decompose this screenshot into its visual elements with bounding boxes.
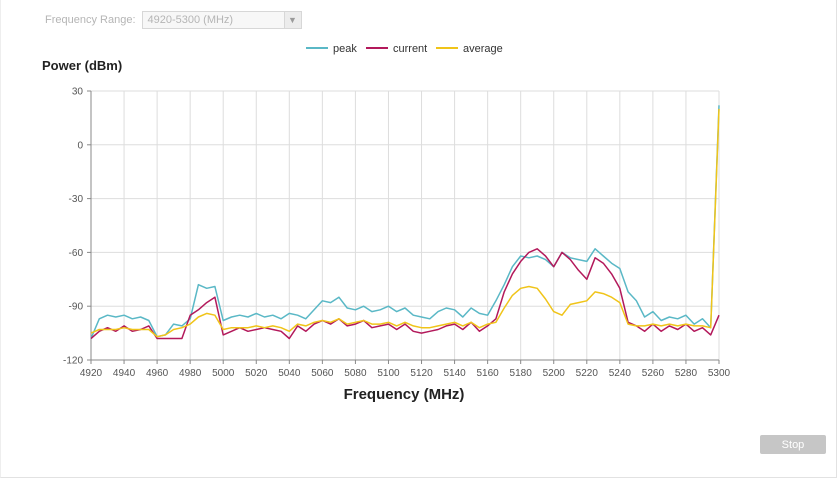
y-tick-label: -90 [69,302,84,313]
x-tick-label: 5060 [311,368,334,379]
y-tick-label: -60 [69,248,84,259]
x-tick-label: 5040 [278,368,301,379]
x-tick-label: 5260 [642,368,665,379]
x-tick-label: 5120 [410,368,433,379]
x-tick-labels: 4920 4940 4960 4980 5000 5020 5040 5060 5080 5100… [80,368,731,379]
y-tick-label: -120 [63,356,83,367]
x-tick-label: 5220 [576,368,599,379]
x-tick-label: 5300 [708,368,731,379]
series-line-peak [90,105,720,339]
y-axis-title: Power (dBm) [42,58,122,73]
frequency-range-select[interactable]: 4920-5300 (MHz) ▼ [141,11,302,29]
y-tick-label: 30 [72,87,84,98]
stop-button[interactable]: Stop [760,435,826,454]
y-tick-label: 0 [77,140,83,151]
x-tick-label: 4980 [179,368,202,379]
x-tick-label: 5080 [344,368,367,379]
x-tick-label: 5200 [543,368,566,379]
frequency-range-label: Frequency Range: [45,14,136,26]
x-tick-label: 5100 [377,368,400,379]
series-lines [90,105,720,340]
chart-grid [90,90,720,361]
legend-label-average: average [463,43,503,55]
chart-axes [87,90,720,364]
x-axis-title: Frequency (MHz) [344,386,465,403]
frequency-range-control: Frequency Range: 4920-5300 (MHz) ▼ [45,10,302,30]
x-tick-label: 5240 [609,368,632,379]
legend-label-peak: peak [333,43,357,55]
x-tick-label: 5140 [443,368,466,379]
chevron-down-icon[interactable]: ▼ [283,12,301,28]
x-tick-label: 4960 [146,368,169,379]
y-tick-labels: 30 0 -30 -60 -90 -120 [63,87,83,367]
x-tick-label: 5180 [510,368,533,379]
chart-legend: peak current average [306,43,503,55]
x-tick-label: 5000 [212,368,235,379]
legend-label-current: current [393,43,427,55]
y-tick-label: -30 [69,194,84,205]
x-tick-label: 5160 [477,368,500,379]
x-tick-label: 5020 [245,368,268,379]
series-line-current [90,248,720,340]
x-tick-label: 4940 [113,368,136,379]
series-line-average [90,108,720,338]
frequency-range-value: 4920-5300 (MHz) [147,14,234,26]
x-tick-label: 5280 [675,368,698,379]
x-tick-label: 4920 [80,368,103,379]
